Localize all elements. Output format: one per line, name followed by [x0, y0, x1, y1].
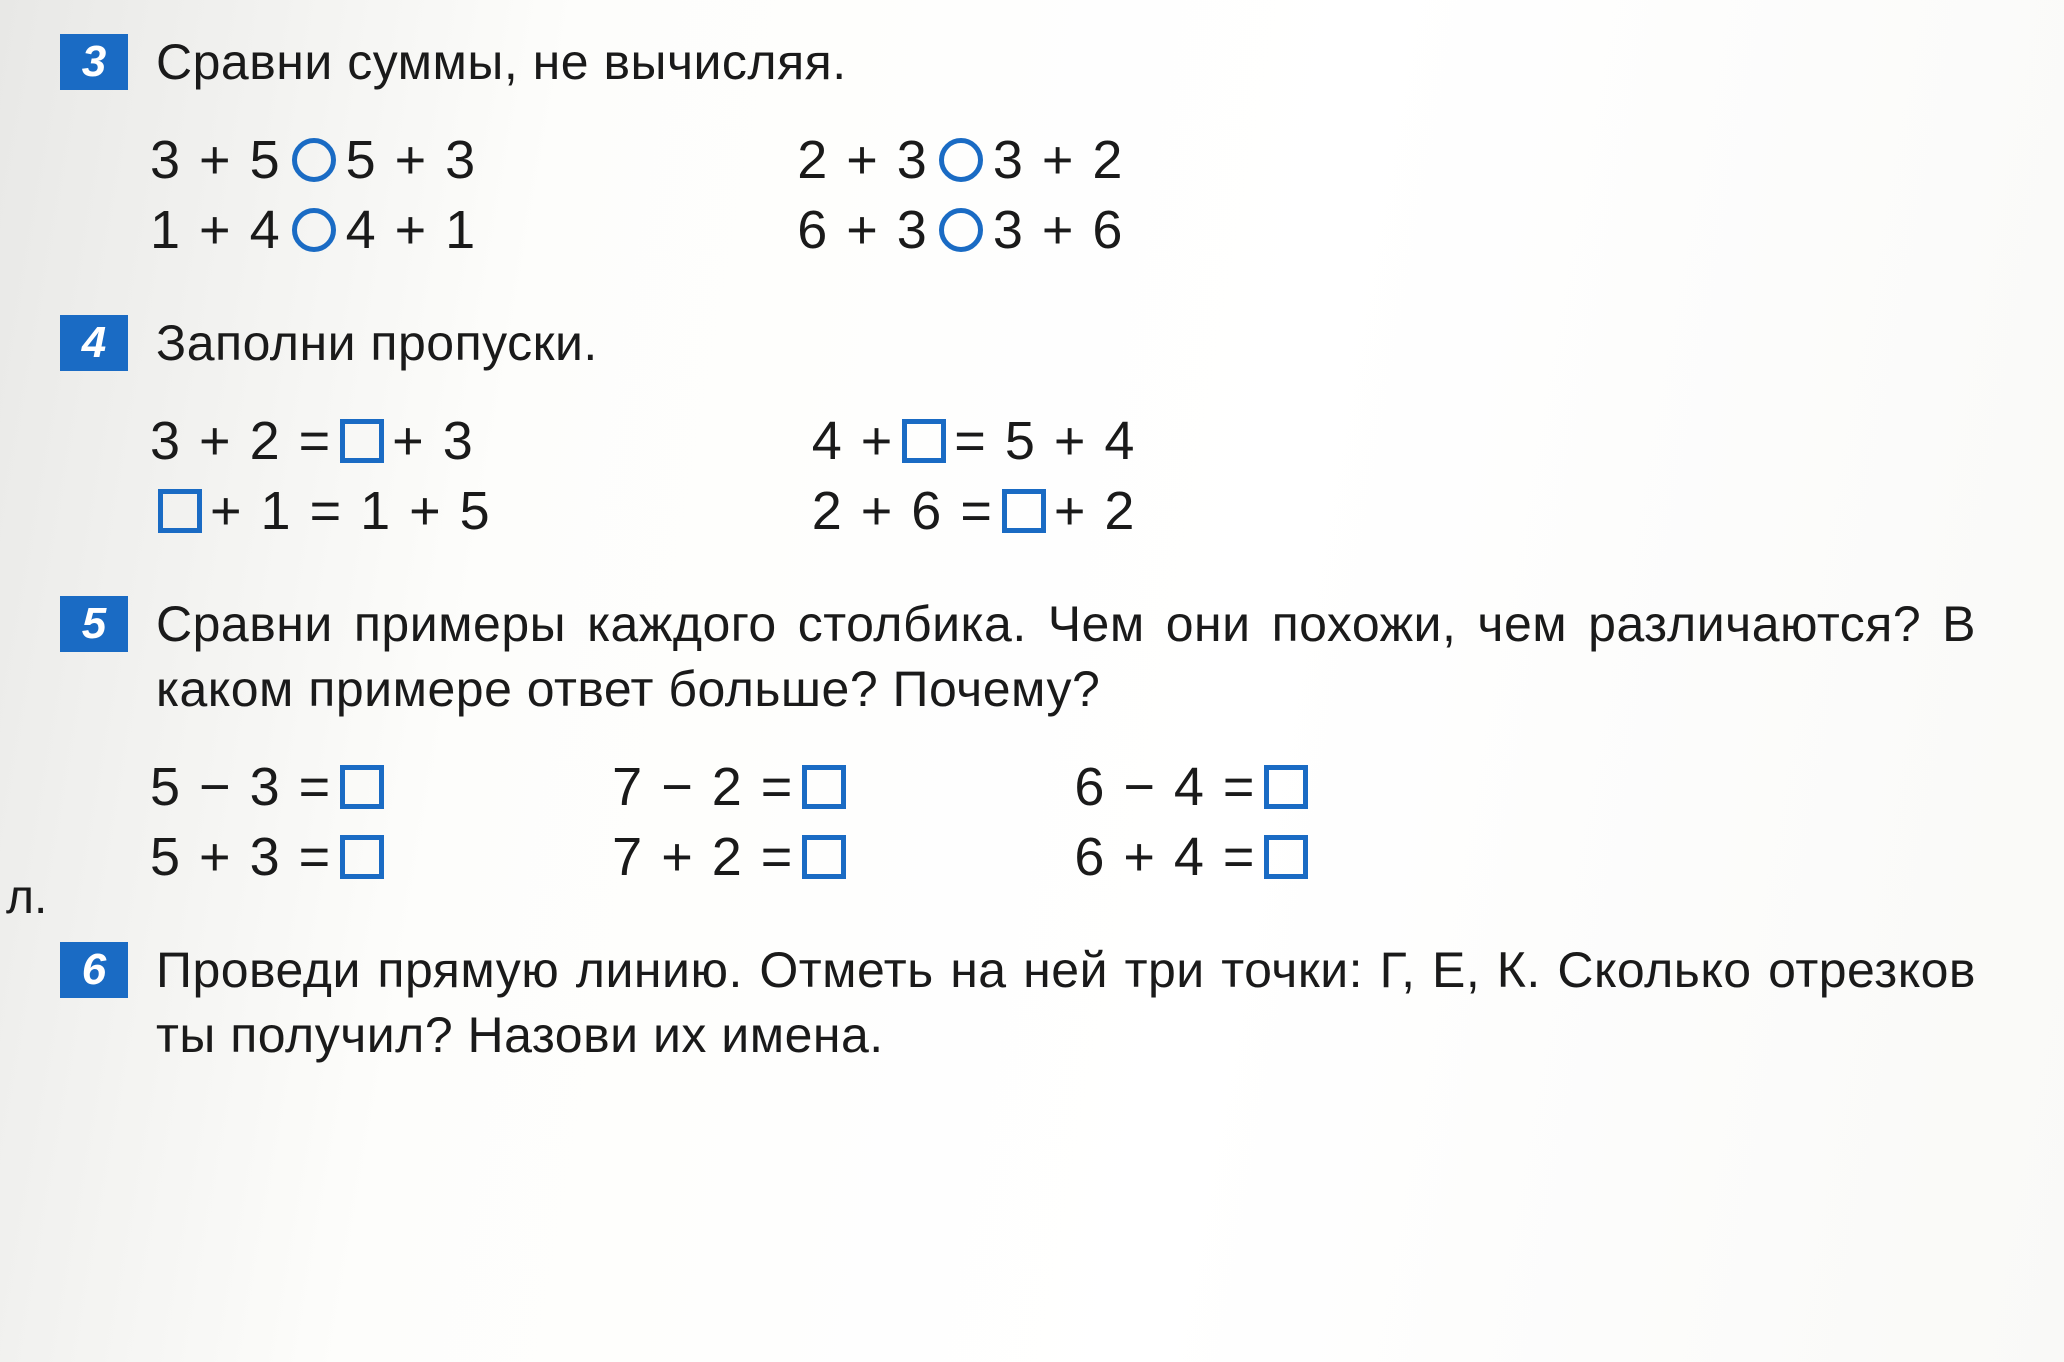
- exercise-header: 4 Заполни пропуски.: [60, 311, 1984, 376]
- compare-line: 2 + 3 3 + 2: [797, 129, 1124, 191]
- blank-square[interactable]: [1264, 765, 1308, 809]
- textbook-page: 3 Сравни суммы, не вычисляя. 3 + 5 5 + 3…: [0, 0, 2064, 1362]
- column: 3 + 5 5 + 3 1 + 4 4 + 1: [150, 129, 477, 261]
- result-line: 6 − 4 =: [1074, 756, 1316, 818]
- column: 7 − 2 = 7 + 2 =: [612, 756, 854, 888]
- expr-pre: 4 +: [812, 410, 895, 472]
- expr-post: = 5 + 4: [954, 410, 1136, 472]
- right-expr: 3 + 2: [993, 129, 1125, 191]
- exercise-number-badge: 5: [60, 596, 128, 652]
- fill-line: 2 + 6 = + 2: [812, 480, 1137, 542]
- fill-line: + 1 = 1 + 5: [150, 480, 492, 542]
- result-line: 5 + 3 =: [150, 826, 392, 888]
- expr: 5 + 3 =: [150, 826, 332, 888]
- exercise-6: 6 Проведи прямую линию. Отметь на ней тр…: [60, 938, 1984, 1068]
- result-line: 7 − 2 =: [612, 756, 854, 818]
- compare-circle[interactable]: [292, 138, 336, 182]
- exercise-title: Сравни примеры каждого столбика. Чем они…: [156, 592, 1976, 722]
- expr-post: + 2: [1054, 480, 1137, 542]
- column: 6 − 4 = 6 + 4 =: [1074, 756, 1316, 888]
- blank-square[interactable]: [158, 489, 202, 533]
- column: 3 + 2 = + 3 + 1 = 1 + 5: [150, 410, 492, 542]
- exercise-number-badge: 3: [60, 34, 128, 90]
- column: 4 + = 5 + 4 2 + 6 = + 2: [812, 410, 1137, 542]
- exercise-title: Проведи прямую линию. Отметь на ней три …: [156, 938, 1976, 1068]
- right-expr: 4 + 1: [346, 199, 478, 261]
- expr: 6 − 4 =: [1074, 756, 1256, 818]
- fill-line: 4 + = 5 + 4: [812, 410, 1137, 472]
- compare-columns: 3 + 5 5 + 3 1 + 4 4 + 1 2 + 3 3 + 2 6 +: [60, 129, 1984, 261]
- exercise-5: 5 Сравни примеры каждого столбика. Чем о…: [60, 592, 1984, 888]
- exercise-number-badge: 4: [60, 315, 128, 371]
- expr: 7 + 2 =: [612, 826, 794, 888]
- exercise-number-badge: 6: [60, 942, 128, 998]
- blank-square[interactable]: [802, 835, 846, 879]
- result-line: 5 − 3 =: [150, 756, 392, 818]
- blank-square[interactable]: [902, 419, 946, 463]
- left-expr: 3 + 5: [150, 129, 282, 191]
- expr-post: + 3: [392, 410, 475, 472]
- compare-line: 6 + 3 3 + 6: [797, 199, 1124, 261]
- compare-circle[interactable]: [939, 138, 983, 182]
- expr-pre: 2 + 6 =: [812, 480, 994, 542]
- right-expr: 3 + 6: [993, 199, 1125, 261]
- expr-post: + 1 = 1 + 5: [210, 480, 492, 542]
- exercise-header: 3 Сравни суммы, не вычисляя.: [60, 30, 1984, 95]
- expr-pre: 3 + 2 =: [150, 410, 332, 472]
- fill-columns: 3 + 2 = + 3 + 1 = 1 + 5 4 + = 5 + 4: [60, 410, 1984, 542]
- compare-line: 1 + 4 4 + 1: [150, 199, 477, 261]
- left-expr: 2 + 3: [797, 129, 929, 191]
- blank-square[interactable]: [340, 765, 384, 809]
- expr: 7 − 2 =: [612, 756, 794, 818]
- page-side-mark: л.: [6, 870, 47, 925]
- exercise-title: Сравни суммы, не вычисляя.: [156, 30, 847, 95]
- blank-square[interactable]: [340, 835, 384, 879]
- exercise-4: 4 Заполни пропуски. 3 + 2 = + 3 + 1 = 1 …: [60, 311, 1984, 542]
- compare-circle[interactable]: [292, 208, 336, 252]
- blank-square[interactable]: [340, 419, 384, 463]
- exercise-header: 5 Сравни примеры каждого столбика. Чем о…: [60, 592, 1984, 722]
- exercise-title: Заполни пропуски.: [156, 311, 598, 376]
- left-expr: 1 + 4: [150, 199, 282, 261]
- exercise-3: 3 Сравни суммы, не вычисляя. 3 + 5 5 + 3…: [60, 30, 1984, 261]
- fill-line: 3 + 2 = + 3: [150, 410, 492, 472]
- exercise-header: 6 Проведи прямую линию. Отметь на ней тр…: [60, 938, 1984, 1068]
- column: 5 − 3 = 5 + 3 =: [150, 756, 392, 888]
- left-expr: 6 + 3: [797, 199, 929, 261]
- blank-square[interactable]: [1002, 489, 1046, 533]
- result-line: 7 + 2 =: [612, 826, 854, 888]
- column: 2 + 3 3 + 2 6 + 3 3 + 6: [797, 129, 1124, 261]
- result-line: 6 + 4 =: [1074, 826, 1316, 888]
- expr: 5 − 3 =: [150, 756, 332, 818]
- compare-circle[interactable]: [939, 208, 983, 252]
- result-columns: 5 − 3 = 5 + 3 = 7 − 2 = 7 + 2 =: [60, 756, 1984, 888]
- blank-square[interactable]: [1264, 835, 1308, 879]
- right-expr: 5 + 3: [346, 129, 478, 191]
- blank-square[interactable]: [802, 765, 846, 809]
- compare-line: 3 + 5 5 + 3: [150, 129, 477, 191]
- expr: 6 + 4 =: [1074, 826, 1256, 888]
